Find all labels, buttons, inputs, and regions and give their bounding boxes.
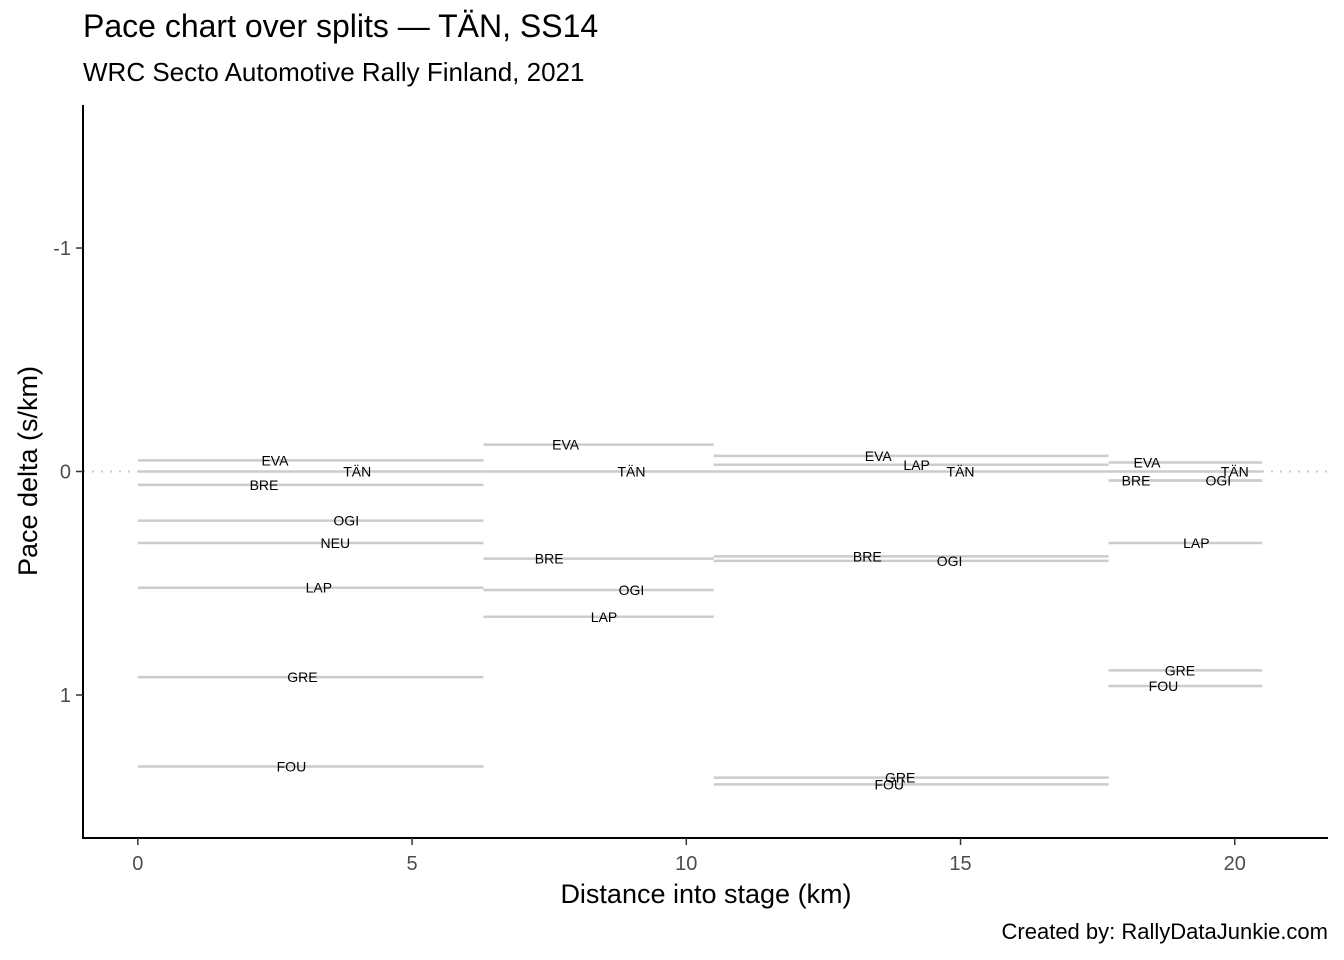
driver-label-split2-lap: LAP [591,609,617,625]
driver-label-split1-fou: FOU [277,758,307,774]
y-tick-label-1: 1 [60,685,71,707]
driver-label-split1-ogi: OGI [333,513,359,529]
chart-caption: Created by: RallyDataJunkie.com [1001,919,1328,944]
driver-label-split4-tän: TÄN [1221,464,1249,480]
driver-label-split3-bre: BRE [853,548,882,564]
driver-label-split4-gre: GRE [1165,662,1195,678]
driver-label-split2-tän: TÄN [617,464,645,480]
chart-subtitle: WRC Secto Automotive Rally Finland, 2021 [83,57,585,87]
driver-label-split1-lap: LAP [306,580,332,596]
driver-label-split2-ogi: OGI [619,582,645,598]
driver-label-split3-ogi: OGI [937,553,963,569]
chart-title: Pace chart over splits — TÄN, SS14 [83,8,599,44]
driver-label-split3-lap: LAP [903,457,929,473]
driver-label-split3-gre: GRE [885,770,915,786]
split-segments-layer [137,443,1263,786]
x-tick-label-5: 5 [407,853,418,875]
driver-label-split3-eva: EVA [865,448,893,464]
driver-label-split4-eva: EVA [1134,455,1162,471]
y-tick-label--1: -1 [53,238,71,260]
driver-labels-layer: EVATÄNBREOGINEULAPGREFOUEVATÄNBREOGILAPE… [250,437,1249,793]
driver-label-split2-bre: BRE [535,551,564,567]
driver-label-split3-fou: FOU [874,776,904,792]
x-tick-label-15: 15 [949,853,971,875]
x-tick-label-20: 20 [1224,853,1246,875]
driver-label-split4-fou: FOU [1149,678,1179,694]
axes-layer: 0 5 10 15 20 -1 0 1 [53,105,1328,875]
driver-label-split4-lap: LAP [1183,535,1209,551]
driver-label-split1-eva: EVA [261,452,289,468]
driver-label-split1-tän: TÄN [343,464,371,480]
driver-label-split4-bre: BRE [1122,472,1151,488]
y-axis-title: Pace delta (s/km) [13,366,43,576]
driver-label-split1-gre: GRE [287,669,317,685]
driver-label-split2-eva: EVA [552,437,580,453]
driver-label-split4-ogi: OGI [1205,472,1231,488]
x-tick-label-0: 0 [132,853,143,875]
x-tick-label-10: 10 [675,853,697,875]
driver-label-split1-neu: NEU [321,535,351,551]
driver-label-split1-bre: BRE [250,477,279,493]
x-axis-title: Distance into stage (km) [560,879,851,909]
driver-label-split3-tän: TÄN [947,464,975,480]
y-tick-label-0: 0 [60,462,71,484]
